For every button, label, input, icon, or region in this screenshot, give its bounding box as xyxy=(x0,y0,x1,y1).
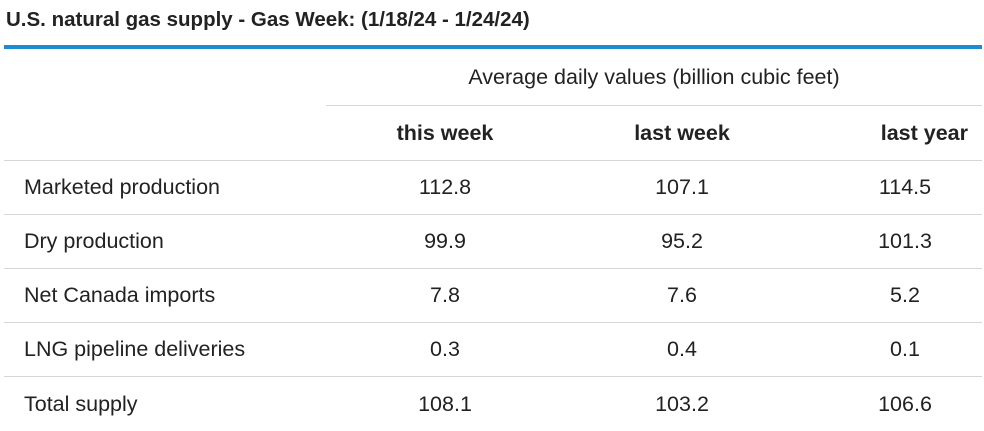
value-this-week: 99.9 xyxy=(326,215,564,269)
value-last-week: 95.2 xyxy=(564,215,800,269)
value-this-week: 0.3 xyxy=(326,323,564,377)
column-header-last-week: last week xyxy=(564,106,800,161)
row-label: Marketed production xyxy=(4,161,326,215)
value-last-year: 101.3 xyxy=(800,215,982,269)
row-label: Dry production xyxy=(4,215,326,269)
table-row: Net Canada imports 7.8 7.6 5.2 xyxy=(4,269,982,323)
column-header-row: this week last week last year xyxy=(4,106,982,161)
value-last-year: 0.1 xyxy=(800,323,982,377)
page-title: U.S. natural gas supply - Gas Week: (1/1… xyxy=(6,8,530,32)
table-row: Dry production 99.9 95.2 101.3 xyxy=(4,215,982,269)
units-spacer xyxy=(4,49,326,106)
value-last-year: 114.5 xyxy=(800,161,982,215)
value-last-year: 5.2 xyxy=(800,269,982,323)
row-label: Net Canada imports xyxy=(4,269,326,323)
row-label: LNG pipeline deliveries xyxy=(4,323,326,377)
value-last-week: 7.6 xyxy=(564,269,800,323)
table-row: Marketed production 112.8 107.1 114.5 xyxy=(4,161,982,215)
value-this-week: 7.8 xyxy=(326,269,564,323)
units-label: Average daily values (billion cubic feet… xyxy=(326,49,982,106)
table-row: LNG pipeline deliveries 0.3 0.4 0.1 xyxy=(4,323,982,377)
gas-supply-table: Average daily values (billion cubic feet… xyxy=(4,49,982,431)
column-header-this-week: this week xyxy=(326,106,564,161)
value-last-week: 0.4 xyxy=(564,323,800,377)
value-this-week: 112.8 xyxy=(326,161,564,215)
value-last-week: 107.1 xyxy=(564,161,800,215)
row-label-header xyxy=(4,106,326,161)
column-header-last-year: last year xyxy=(800,106,982,161)
units-row: Average daily values (billion cubic feet… xyxy=(4,49,982,106)
